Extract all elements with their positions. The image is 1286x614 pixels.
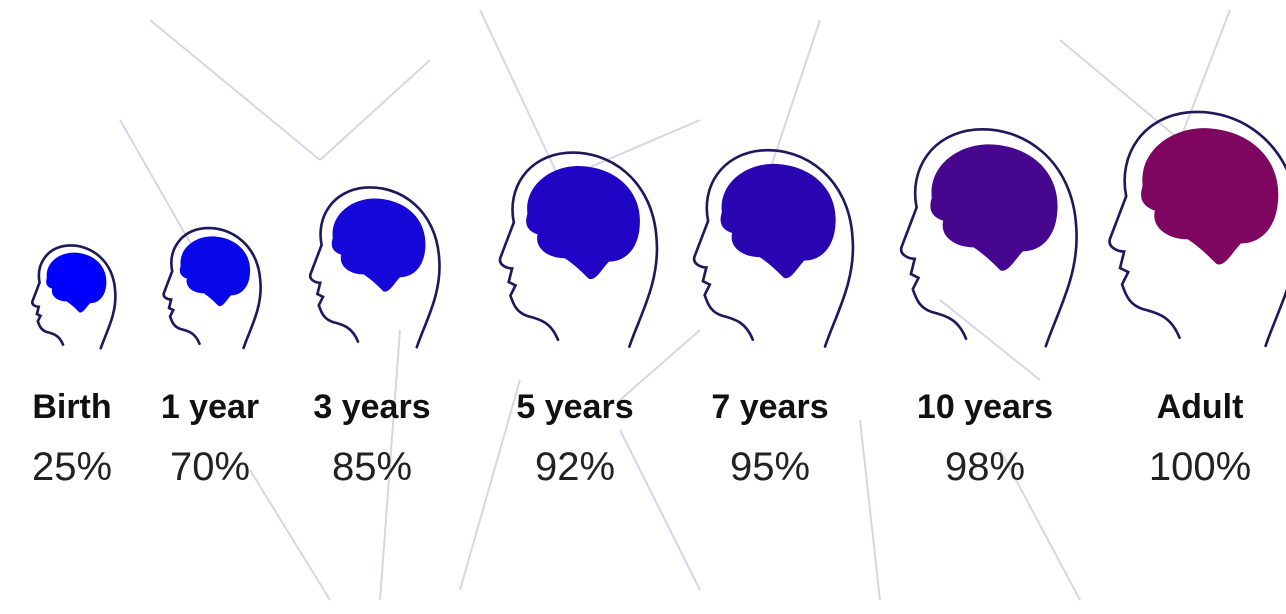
heads xyxy=(32,112,1286,348)
brain xyxy=(46,253,106,313)
head xyxy=(32,245,115,348)
stage-label: Adult xyxy=(1157,388,1244,426)
stage-label: 3 years xyxy=(313,388,430,426)
neuron-background xyxy=(120,10,1230,600)
brain xyxy=(332,198,426,291)
brain xyxy=(526,166,640,279)
head xyxy=(901,129,1076,346)
head xyxy=(310,187,439,347)
stage-percent: 85% xyxy=(332,445,412,489)
head xyxy=(164,228,261,348)
stage-label: 10 years xyxy=(917,388,1053,426)
stage-percent: 98% xyxy=(945,445,1025,489)
brain xyxy=(1141,128,1278,264)
head xyxy=(500,153,657,347)
stage-label: 1 year xyxy=(161,388,259,426)
stage-percent: 100% xyxy=(1149,445,1251,489)
brain xyxy=(180,236,250,306)
brain xyxy=(930,144,1057,270)
stage-percent: 70% xyxy=(170,445,250,489)
stage-label: 7 years xyxy=(711,388,828,426)
brain xyxy=(721,164,836,278)
stage-percent: 25% xyxy=(32,445,112,489)
stage-label: Birth xyxy=(32,388,111,426)
infographic: Birth 25% 1 year 70% 3 years 85% 5 years 92% 7 y… xyxy=(0,0,1286,614)
head xyxy=(694,150,853,346)
stage-label: 5 years xyxy=(516,388,633,426)
stage-percent: 95% xyxy=(730,445,810,489)
head xyxy=(1110,112,1286,346)
stage-percent: 92% xyxy=(535,445,615,489)
